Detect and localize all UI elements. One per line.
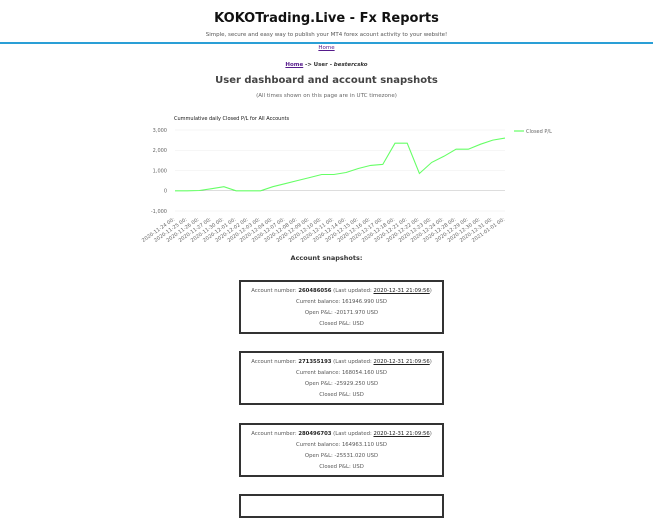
last-updated-prefix: (Last updated: (333, 359, 372, 365)
open-pl-label: Open P&L: (304, 381, 333, 387)
pl-chart: 3,000 2,000 1,000 0 -1,000 2020-11-24 00:202… (141, 116, 552, 244)
chart-title: Cummulative daily Closed P/L for All Acc… (174, 116, 289, 122)
last-updated-suffix: ) (429, 359, 432, 365)
top-nav: Home (0, 45, 653, 51)
open-pl-label: Open P&L: (304, 453, 333, 459)
chart-series (175, 137, 506, 192)
account-number: 271355193 (298, 359, 332, 365)
breadcrumb-username: bestercsko (333, 62, 368, 68)
closed-pl-line: Closed P&L: USD (241, 321, 442, 327)
chart-x-axis: 2020-11-24 00:2020-11-25 00:2020-11-26 0… (141, 217, 506, 244)
account-number-line: Account number: 280496703 (Last updated:… (241, 431, 442, 437)
last-updated-time[interactable]: 2020-12-31 21:09:56 (373, 288, 430, 294)
balance-value: 168054.160 USD (341, 370, 387, 376)
closed-pl-label: Closed P&L: (319, 464, 351, 470)
balance-value: 164963.110 USD (341, 442, 387, 448)
closed-pl-label: Closed P&L: (319, 321, 351, 327)
header-divider (0, 42, 653, 44)
chart-legend[interactable]: Closed P/L (514, 129, 552, 135)
open-pl-line: Open P&L: -25929.250 USD (241, 381, 442, 387)
open-pl-label: Open P&L: (304, 310, 333, 316)
page-title: User dashboard and account snapshots (215, 75, 438, 86)
y-tick-label: 1,000 (153, 168, 167, 174)
series-line-closed-pl[interactable] (175, 137, 506, 192)
y-tick-label: 3,000 (153, 128, 167, 134)
snapshots-heading: Account snapshots: (290, 254, 363, 262)
open-pl-line: Open P&L: -20171.970 USD (241, 310, 442, 316)
breadcrumb-user-label: User - (313, 62, 333, 68)
balance-line: Current balance: 164963.110 USD (241, 442, 442, 448)
open-pl-value: -25929.250 USD (334, 381, 379, 387)
account-number-label: Account number: (251, 431, 297, 437)
balance-label: Current balance: (296, 299, 341, 305)
account-snapshot-card: Account number: 260486056 (Last updated:… (239, 280, 444, 334)
closed-pl-label: Closed P&L: (319, 392, 351, 398)
y-tick-label: 0 (164, 189, 167, 195)
last-updated-time[interactable]: 2020-12-31 21:09:56 (373, 359, 430, 365)
account-snapshot-card: Account number: 271355193 (Last updated:… (239, 351, 444, 405)
legend-label: Closed P/L (526, 129, 552, 135)
balance-line: Current balance: 168054.160 USD (241, 370, 442, 376)
balance-label: Current balance: (296, 370, 341, 376)
last-updated-prefix: (Last updated: (333, 431, 372, 437)
account-number: 280496703 (298, 431, 332, 437)
last-updated-prefix: (Last updated: (333, 288, 372, 294)
breadcrumb-separator: -> (305, 62, 312, 68)
breadcrumb-home-link[interactable]: Home (285, 62, 304, 68)
open-pl-value: -25531.020 USD (334, 453, 379, 459)
last-updated-suffix: ) (429, 431, 432, 437)
site-tagline: Simple, secure and easy way to publish y… (205, 32, 448, 38)
breadcrumb: Home -> User - bestercsko (0, 62, 653, 68)
last-updated-suffix: ) (429, 288, 432, 294)
chart-y-axis: 3,000 2,000 1,000 0 -1,000 (151, 128, 167, 215)
y-tick-label: 2,000 (153, 148, 167, 154)
balance-value: 161946.990 USD (341, 299, 387, 305)
balance-line: Current balance: 161946.990 USD (241, 299, 442, 305)
chart-grid (175, 129, 505, 212)
balance-label: Current balance: (296, 442, 341, 448)
account-number-label: Account number: (251, 288, 297, 294)
open-pl-line: Open P&L: -25531.020 USD (241, 453, 442, 459)
account-snapshot-card-partial (239, 494, 444, 518)
nav-home-link[interactable]: Home (318, 45, 335, 51)
timezone-note: (All times shown on this page are in UTC… (256, 93, 397, 99)
account-number-label: Account number: (251, 359, 297, 365)
account-snapshot-card: Account number: 280496703 (Last updated:… (239, 423, 444, 477)
closed-pl-line: Closed P&L: USD (241, 464, 442, 470)
site-title: KOKOTrading.Live - Fx Reports (214, 11, 439, 26)
account-number-line: Account number: 260486056 (Last updated:… (241, 288, 442, 294)
closed-pl-value: USD (352, 392, 364, 398)
account-number: 260486056 (298, 288, 332, 294)
y-tick-label: -1,000 (151, 209, 167, 215)
last-updated-time[interactable]: 2020-12-31 21:09:56 (373, 431, 430, 437)
closed-pl-value: USD (352, 464, 364, 470)
account-number-line: Account number: 271355193 (Last updated:… (241, 359, 442, 365)
open-pl-value: -20171.970 USD (334, 310, 379, 316)
closed-pl-line: Closed P&L: USD (241, 392, 442, 398)
closed-pl-value: USD (352, 321, 364, 327)
